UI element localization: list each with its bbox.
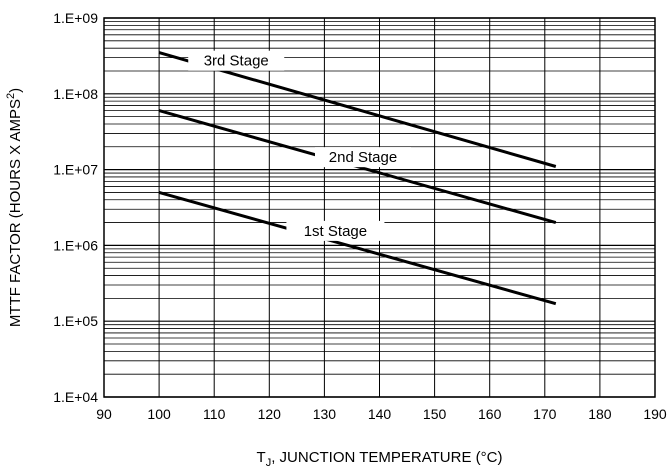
- x-tick-label: 130: [313, 406, 337, 422]
- x-tick-label: 160: [478, 406, 502, 422]
- series-line: [158, 51, 557, 168]
- y-axis-title-superscript: 2: [5, 93, 17, 99]
- series-labels: 1st Stage 2nd Stage 3rd Stage: [188, 50, 411, 241]
- x-axis-title: TJ, JUNCTION TEMPERATURE (°C): [257, 449, 503, 469]
- x-tick-label: 120: [258, 406, 282, 422]
- x-axis-title-main: T: [257, 449, 266, 466]
- y-axis-title-end: ): [7, 88, 24, 93]
- series-label-bg: [314, 147, 411, 168]
- y-tick-label: 1.E+04: [53, 389, 98, 405]
- x-tick-label: 190: [643, 406, 667, 422]
- x-tick-label: 180: [588, 406, 612, 422]
- plot-frame: [103, 17, 656, 398]
- y-tick-label: 1.E+08: [53, 86, 98, 102]
- series-label: 2nd Stage: [329, 149, 397, 166]
- series-label-bg: [188, 50, 285, 71]
- y-tick-label: 1.E+09: [53, 10, 98, 26]
- series-label: 3rd Stage: [204, 53, 269, 70]
- x-tick-label: 110: [203, 406, 226, 422]
- x-tick-label: 90: [96, 406, 112, 422]
- x-tick-labels: 90 100 110 120 130 140 150 160 170 180 190: [96, 406, 667, 422]
- y-tick-label: 1.E+05: [53, 313, 98, 329]
- x-axis-title-rest: , JUNCTION TEMPERATURE (°C): [271, 449, 502, 466]
- y-tick-labels: 1.E+04 1.E+05 1.E+06 1.E+07 1.E+08 1.E+09: [53, 10, 98, 405]
- x-tick-label: 140: [368, 406, 392, 422]
- series-label-bg: [286, 220, 385, 241]
- y-tick-label: 1.E+07: [53, 162, 98, 178]
- x-axis-title-subscript: J: [266, 457, 272, 469]
- x-tick-label: 150: [423, 406, 447, 422]
- series-label: 1st Stage: [304, 223, 367, 240]
- x-tick-label: 100: [147, 406, 171, 422]
- y-axis-title-main: MTTF FACTOR (HOURS X AMPS: [7, 99, 24, 327]
- series-line: [158, 190, 557, 306]
- y-axis-title: MTTF FACTOR (HOURS X AMPS2): [5, 88, 24, 327]
- y-tick-label: 1.E+06: [53, 237, 98, 253]
- x-tick-label: 170: [533, 406, 557, 422]
